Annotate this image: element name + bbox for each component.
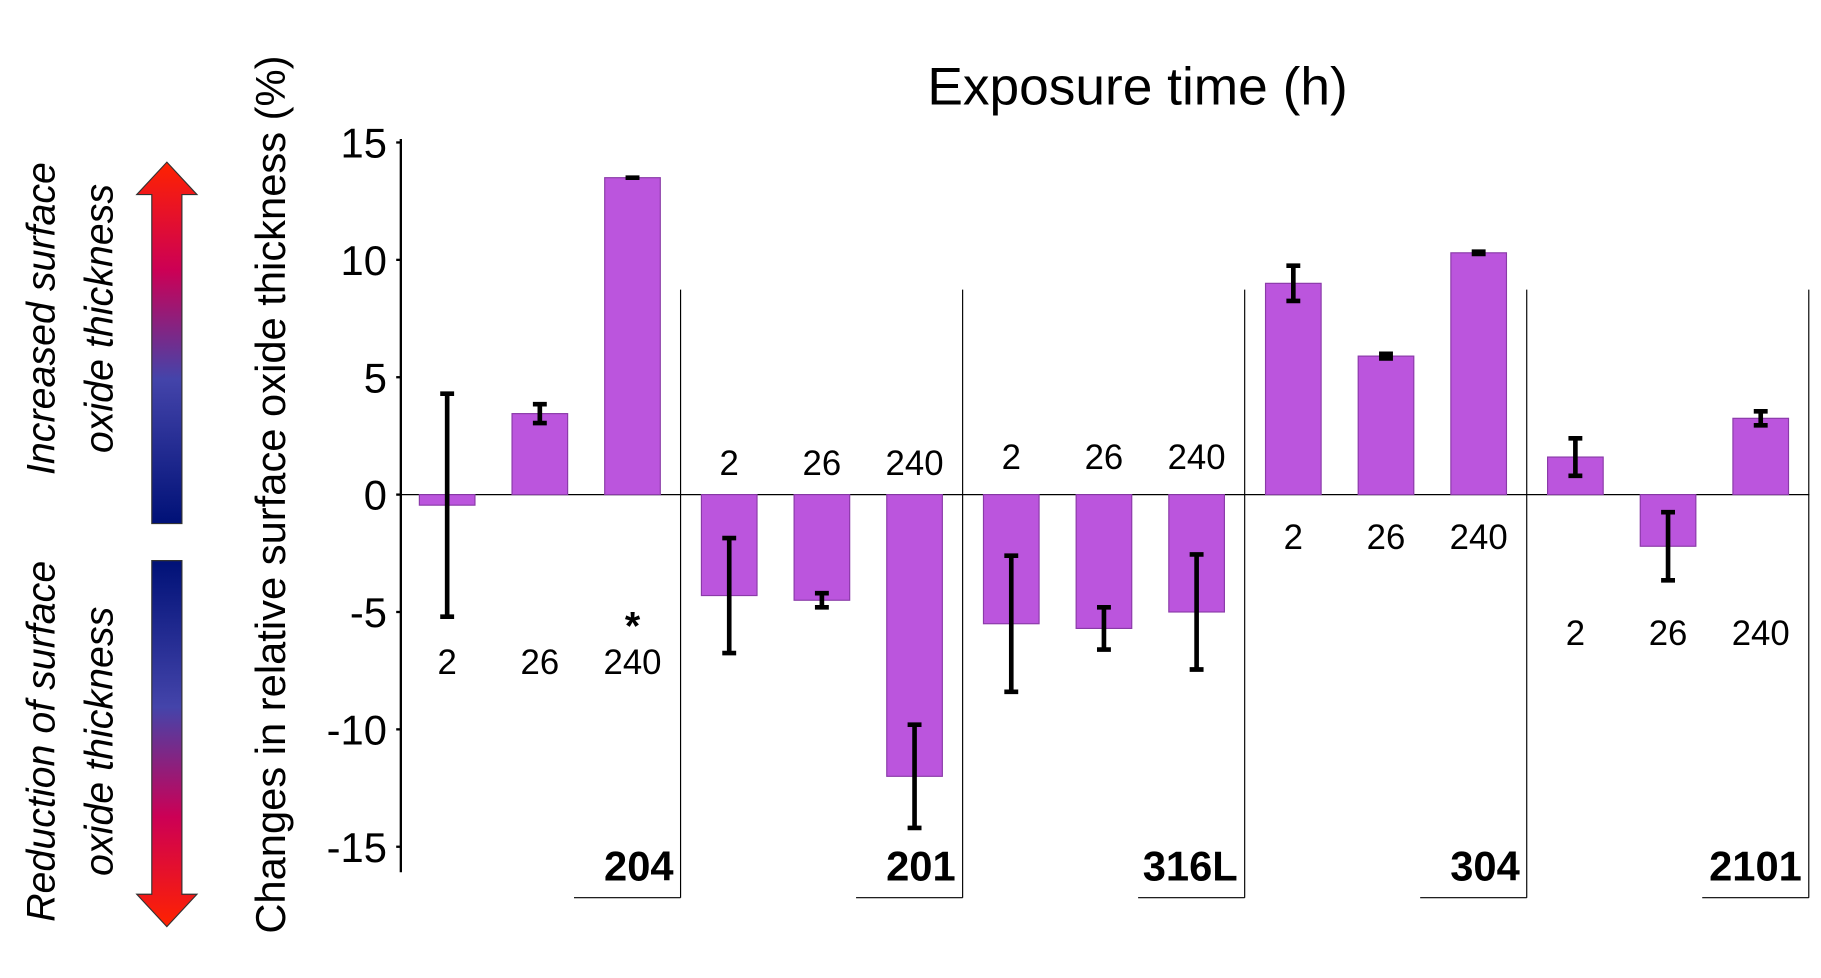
chart-title: Exposure time (h) — [927, 57, 1347, 116]
category-label: 26 — [1085, 439, 1124, 477]
side-label: Increased surface — [19, 162, 63, 475]
side-label: Reduction of surface — [19, 561, 63, 922]
category-label: 2 — [438, 644, 457, 682]
error-bar — [722, 535, 737, 656]
category-label: 240 — [1168, 439, 1226, 477]
y-tick-label: -10 — [327, 706, 387, 753]
increase-arrow — [135, 161, 199, 525]
side-label: oxide thickness — [77, 184, 121, 453]
y-tick-label: 10 — [341, 237, 387, 284]
category-label: 26 — [1367, 519, 1406, 557]
bar — [1450, 252, 1508, 496]
category-label: 2 — [1284, 519, 1303, 557]
bar — [793, 494, 851, 601]
category-label: 240 — [604, 644, 662, 682]
y-tick-label: -5 — [350, 589, 387, 636]
error-bar — [1379, 351, 1393, 361]
category-label: 2 — [720, 445, 739, 483]
bar — [1264, 282, 1322, 496]
error-bar — [1568, 435, 1583, 479]
decrease-arrow — [135, 560, 199, 928]
bar — [511, 413, 569, 496]
group-label: 2101 — [1709, 842, 1802, 889]
category-label: 26 — [1649, 615, 1688, 653]
error-bar — [814, 590, 829, 610]
error-bar — [1661, 509, 1676, 583]
bar — [1357, 355, 1415, 496]
y-tick-label: -15 — [327, 824, 387, 871]
category-label: 26 — [803, 445, 842, 483]
bar — [604, 177, 661, 496]
error-bar — [440, 391, 455, 619]
category-label: 240 — [886, 445, 944, 483]
error-bar — [1004, 553, 1019, 695]
error-bar — [1753, 408, 1768, 428]
category-label: 240 — [1450, 519, 1508, 557]
error-bar — [532, 401, 547, 426]
error-bar — [907, 722, 922, 831]
y-tick-label: 5 — [364, 354, 387, 401]
bar — [1732, 417, 1790, 496]
group-label: 201 — [886, 842, 956, 889]
category-label: 2 — [1002, 439, 1021, 477]
error-bar — [1471, 249, 1486, 257]
group-label: 316L — [1143, 842, 1238, 889]
side-label: oxide thickness — [77, 607, 121, 876]
category-label: 2 — [1566, 615, 1585, 653]
y-tick-label: 0 — [364, 472, 387, 519]
category-label: 26 — [521, 644, 560, 682]
annotation: * — [625, 604, 641, 648]
group-label: 204 — [604, 842, 674, 889]
error-bar — [1096, 604, 1111, 652]
group-label: 304 — [1450, 842, 1520, 889]
error-bar — [1286, 263, 1301, 304]
error-bar — [1189, 552, 1204, 672]
category-label: 240 — [1732, 615, 1790, 653]
y-axis-label: Changes in relative surface oxide thickn… — [247, 56, 294, 934]
y-tick-label: 15 — [341, 120, 387, 167]
